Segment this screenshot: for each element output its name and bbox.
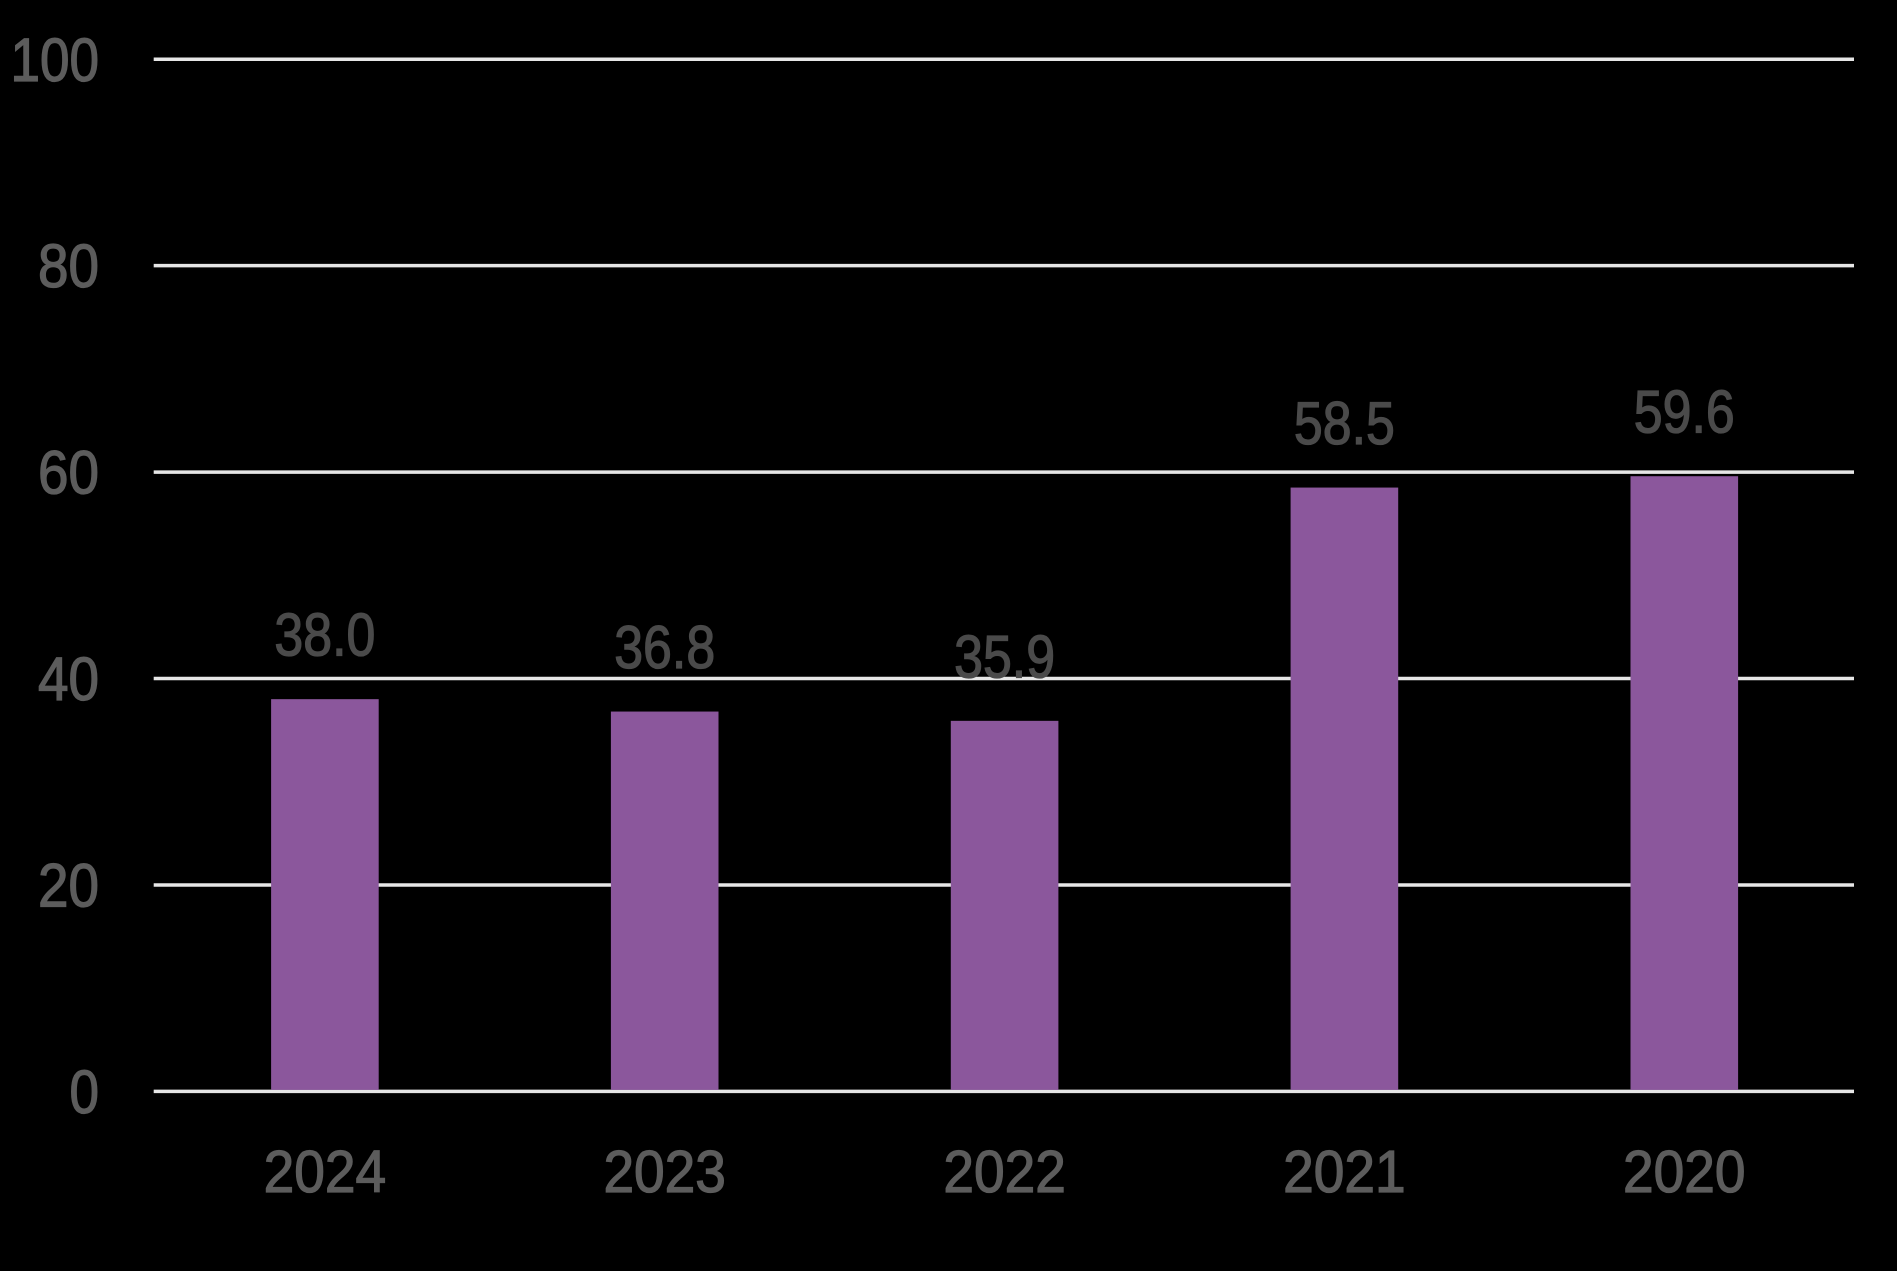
svg-text:0: 0 xyxy=(70,1058,100,1126)
svg-text:100: 100 xyxy=(11,26,100,94)
svg-text:58.5: 58.5 xyxy=(1294,389,1395,457)
svg-text:2020: 2020 xyxy=(1623,1138,1746,1205)
svg-text:38.0: 38.0 xyxy=(274,601,375,669)
svg-text:2021: 2021 xyxy=(1283,1138,1406,1205)
svg-text:20: 20 xyxy=(38,852,99,920)
svg-text:2022: 2022 xyxy=(943,1138,1066,1205)
svg-text:2023: 2023 xyxy=(603,1138,726,1205)
svg-text:36.8: 36.8 xyxy=(614,613,715,681)
svg-text:2024: 2024 xyxy=(264,1138,387,1205)
svg-text:40: 40 xyxy=(38,645,99,713)
svg-text:60: 60 xyxy=(38,439,99,507)
svg-text:80: 80 xyxy=(38,232,99,300)
svg-text:59.6: 59.6 xyxy=(1634,378,1735,446)
svg-text:35.9: 35.9 xyxy=(954,622,1055,690)
